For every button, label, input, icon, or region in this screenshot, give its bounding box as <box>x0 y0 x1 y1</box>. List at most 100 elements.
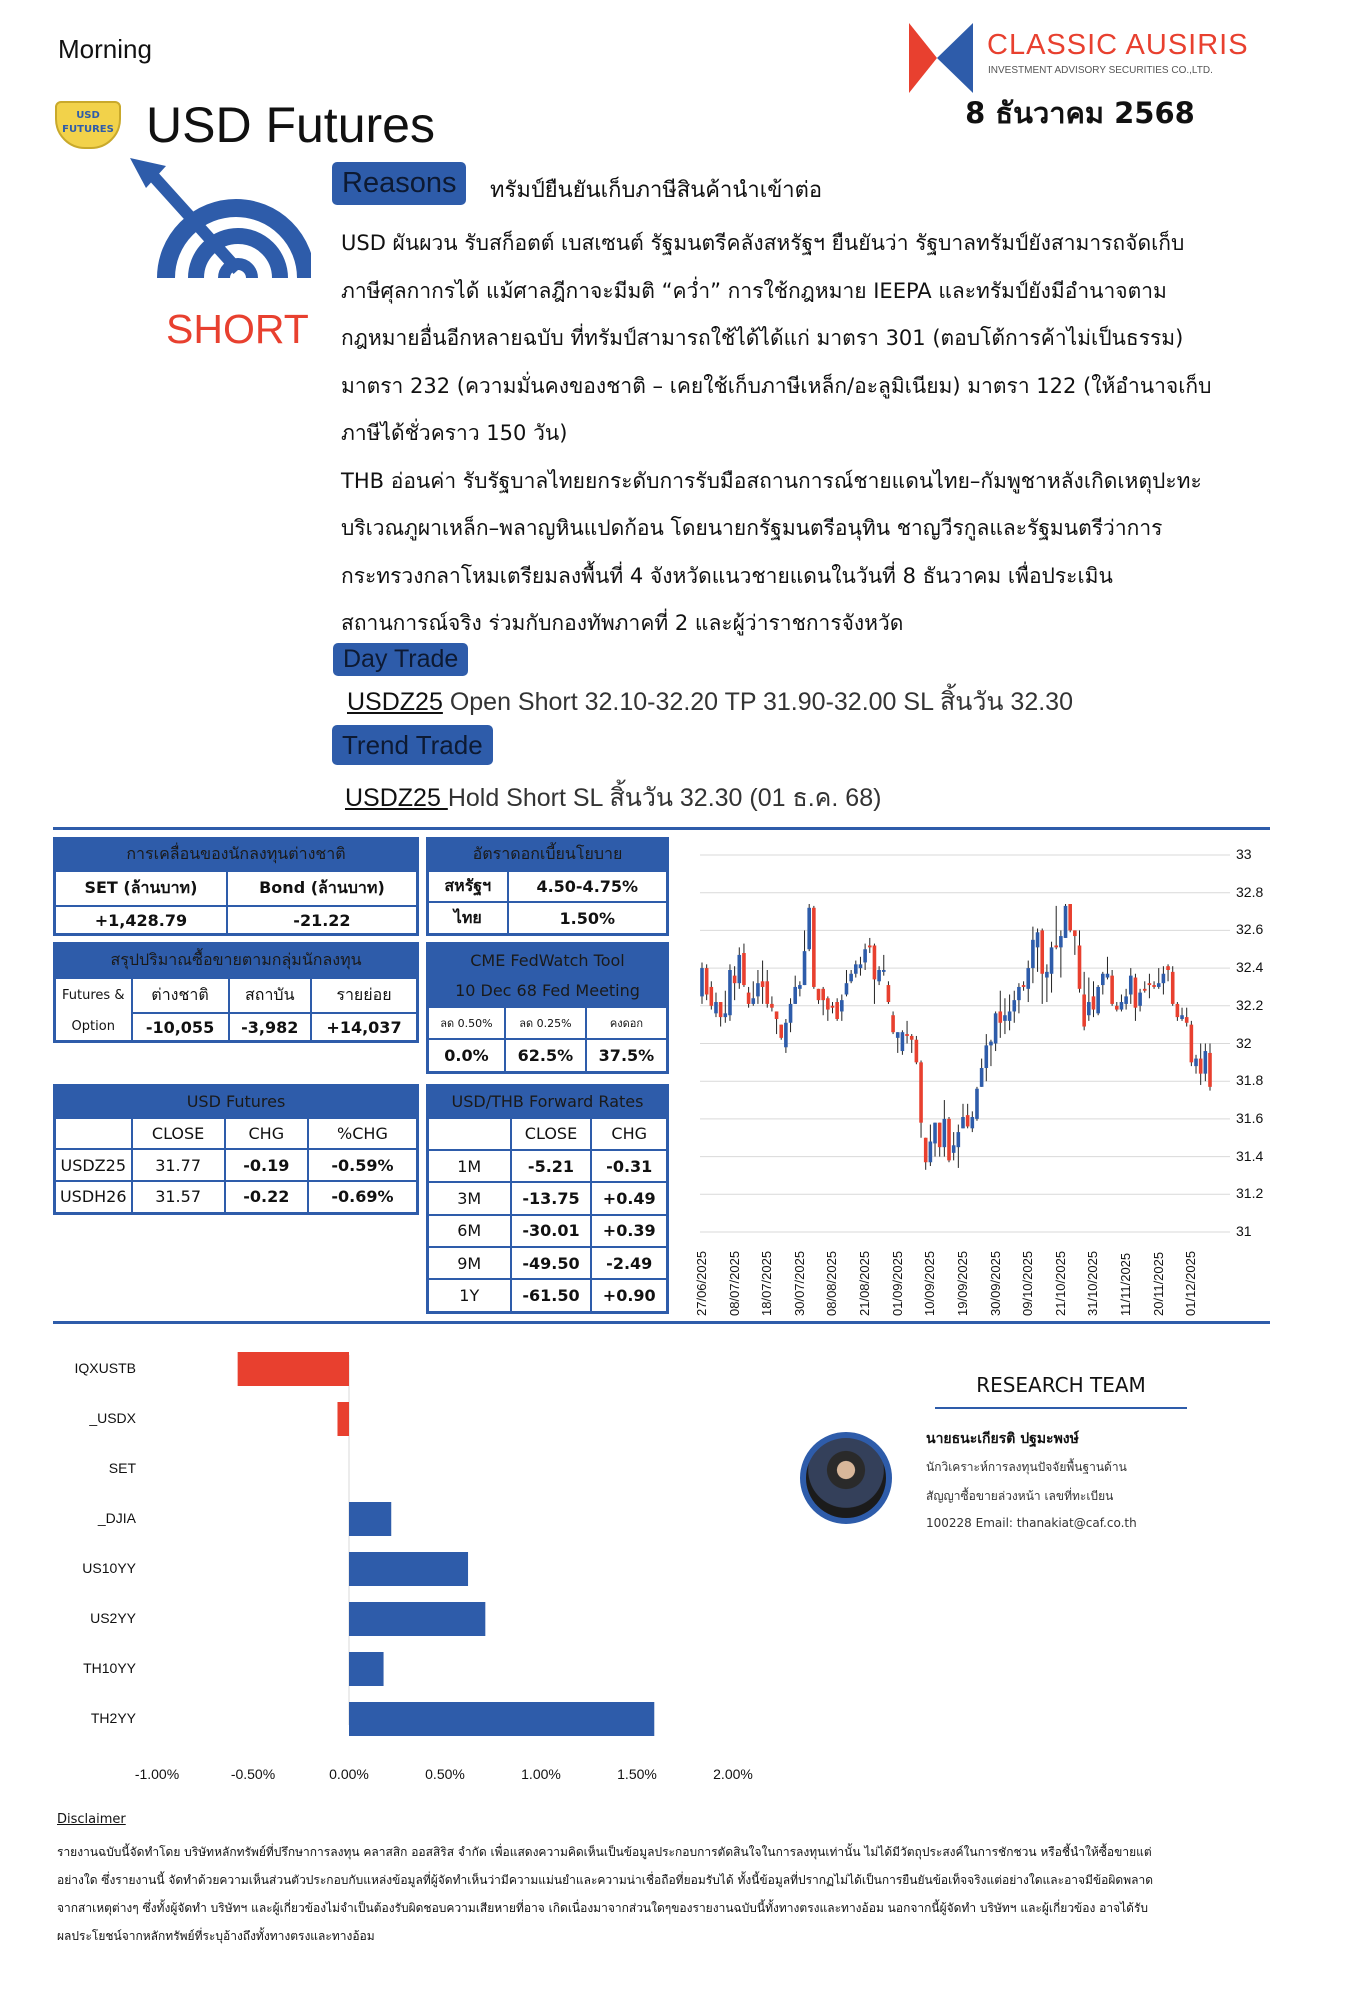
candle-body <box>793 986 798 1004</box>
bar-plot <box>237 1352 655 1736</box>
reasons-tag: Reasons <box>332 162 467 205</box>
candle-body <box>1189 1024 1194 1063</box>
candle-body <box>1096 986 1100 1014</box>
candle-body <box>989 1041 993 1046</box>
reason-line: ภาษีศุลกากรได้ แม้ศาลฎีกาจะมีมติ “คว่ำ” … <box>341 278 1167 303</box>
candle-body <box>923 1137 928 1163</box>
candle-body <box>984 1045 989 1069</box>
candle-body <box>863 949 867 963</box>
column-header: คงดอก <box>584 1006 669 1040</box>
table-title: USD Futures <box>53 1084 419 1119</box>
table-row: USDH26 31.57 -0.22 -0.69% <box>53 1179 419 1215</box>
company-logo: CLASSIC AUSIRIS INVESTMENT ADVISORY SECU… <box>909 23 1249 93</box>
candle-body <box>728 969 732 1016</box>
x-tick-label: 01/12/2025 <box>1183 1250 1199 1316</box>
change: +0.90 <box>590 1278 669 1314</box>
target-dart-icon <box>130 158 311 279</box>
candle-body <box>1077 945 1082 989</box>
candle-body <box>1045 971 1049 978</box>
candle-body <box>737 954 742 984</box>
candle-body <box>1035 932 1040 948</box>
candle-body <box>858 964 863 969</box>
close: 31.77 <box>130 1148 226 1182</box>
candle-body <box>756 983 760 997</box>
candle-body <box>821 988 825 1001</box>
y-tick-label: 31.2 <box>1236 1185 1264 1202</box>
candle-body <box>826 998 830 1010</box>
candle-body <box>812 907 816 987</box>
analyst-name: นายธนะเกียรติ ปฐมะพงษ์ <box>926 1431 1079 1447</box>
bond-flow-value: -21.22 <box>225 905 419 936</box>
candle-body <box>1017 986 1021 1001</box>
probability: 37.5% <box>584 1037 669 1074</box>
fedwatch-table: CME FedWatch Tool 10 Dec 68 Fed Meeting … <box>426 942 669 1074</box>
candle-body <box>1124 996 1128 1004</box>
close: 31.57 <box>130 1179 226 1215</box>
candle-body <box>1063 905 1068 938</box>
candle-body <box>1007 1011 1012 1021</box>
x-tick-label: 31/10/2025 <box>1085 1250 1101 1316</box>
country: สหรัฐฯ <box>426 869 509 904</box>
x-tick-label: 1.00% <box>521 1766 561 1782</box>
investor-group-table: สรุปปริมาณซื้อขายตามกลุ่มนักลงทุน Future… <box>53 942 419 1043</box>
candle-body <box>1049 947 1054 974</box>
candle-body <box>788 1003 793 1023</box>
candle-body <box>1138 992 1142 1006</box>
candle-body <box>853 964 858 974</box>
candle-body <box>1101 973 1105 986</box>
research-divider <box>935 1407 1187 1409</box>
x-tick-label: 09/10/2025 <box>1020 1250 1036 1316</box>
candle-body <box>840 1000 844 1012</box>
candle-body <box>961 1117 965 1129</box>
candle-body <box>751 998 756 1004</box>
change: -0.31 <box>590 1148 669 1184</box>
candle-body <box>770 1003 774 1008</box>
pct-change: -0.69% <box>306 1179 419 1215</box>
category-label: TH10YY <box>83 1660 136 1676</box>
x-tick-label: 01/09/2025 <box>889 1250 905 1316</box>
bar <box>237 1352 349 1386</box>
x-tick-label: 20/11/2025 <box>1150 1251 1166 1316</box>
disclaimer-line: อย่างใด ซึ่งรายงานนี้ จัดทำด้วยความเห็นส… <box>57 1873 1153 1887</box>
candle-body <box>872 945 877 980</box>
change: +0.49 <box>590 1181 669 1216</box>
reason-line: THB อ่อนค่า รับรัฐบาลไทยยกระดับการรับมือ… <box>341 468 1202 493</box>
candle-body <box>1208 1052 1212 1087</box>
tenor: 1M <box>426 1148 512 1184</box>
y-tick-label: 32.2 <box>1236 996 1264 1013</box>
x-tick-label: 0.00% <box>329 1766 369 1782</box>
candle-body <box>979 1068 984 1087</box>
category-label: _DJIA <box>97 1510 136 1526</box>
candle-body <box>1021 985 1026 987</box>
rate: 4.50-4.75% <box>506 869 669 904</box>
tenor: 9M <box>426 1245 512 1281</box>
candle-body <box>877 969 881 982</box>
candle-body <box>760 981 765 987</box>
candle-body <box>942 1118 947 1148</box>
candle-body <box>849 973 853 982</box>
x-tick-label: 2.00% <box>713 1766 753 1782</box>
candle-body <box>956 1132 961 1148</box>
table-title: สรุปปริมาณซื้อขายตามกลุ่มนักลงทุน <box>53 942 419 979</box>
candle-body <box>993 1013 998 1044</box>
candle-body <box>1147 983 1152 986</box>
x-tick-label: -0.50% <box>230 1766 276 1782</box>
candle-body <box>1133 977 1138 1008</box>
candle-body <box>919 1062 923 1123</box>
candle-body <box>742 953 746 986</box>
column-header: ลด 0.50% <box>426 1006 506 1040</box>
column-header: ลด 0.25% <box>503 1006 587 1040</box>
trend-trade-text: Hold Short SL สิ้นวัน 32.30 (01 ธ.ค. 68) <box>447 784 882 812</box>
contract: USDH26 <box>53 1179 133 1215</box>
disclaimer-title: Disclaimer <box>57 1812 126 1827</box>
candle-body <box>998 1011 1003 1023</box>
candle-body <box>784 1022 788 1048</box>
analyst-role: นักวิเคราะห์การลงทุนปัจจัยพื้นฐานด้าน <box>926 1460 1127 1474</box>
candle-body <box>881 969 886 972</box>
analyst-contact: 100228 Email: thanakiat@caf.co.th <box>926 1516 1137 1530</box>
y-tick-label: 31.8 <box>1236 1072 1264 1089</box>
country: ไทย <box>426 901 509 936</box>
candle-body <box>1119 1002 1124 1010</box>
reason-line: มาตรา 232 (ความมั่นคงของชาติ – เคยใช้เก็… <box>341 373 1212 398</box>
category-label: IQXUSTB <box>74 1360 136 1376</box>
